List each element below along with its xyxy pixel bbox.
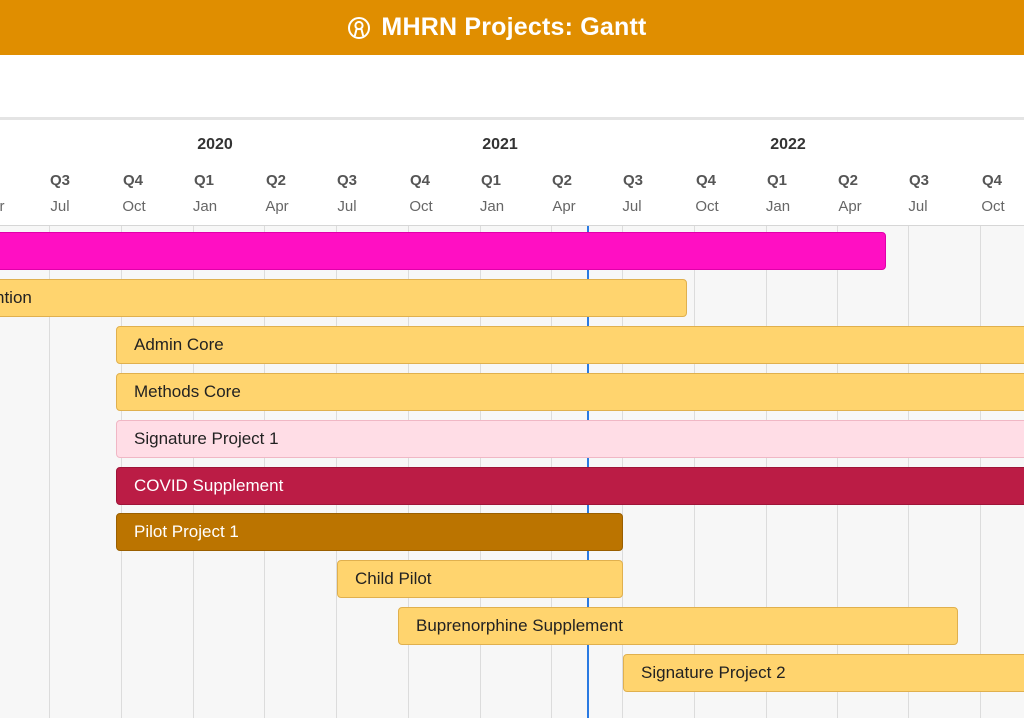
gantt-bar-label: Buprenorphine Supplement <box>416 616 623 635</box>
gantt-bar-label: Pilot Project 1 <box>134 522 239 541</box>
year-label: 2021 <box>482 136 518 153</box>
gantt-bar[interactable]: ntion <box>0 279 687 317</box>
month-label: Oct <box>695 198 719 215</box>
year-label: 2020 <box>197 136 233 153</box>
gantt-bar-label: Admin Core <box>134 335 224 354</box>
gantt-bar-label: COVID Supplement <box>134 476 284 495</box>
month-label: Jan <box>479 198 505 215</box>
page-title: MHRN Projects: Gantt <box>381 13 647 41</box>
grid-line <box>49 226 50 718</box>
gantt-bar-label: ntion <box>0 288 32 307</box>
gantt-bar-label: Signature Project 2 <box>641 663 786 682</box>
month-label: Jul <box>337 198 357 215</box>
user-circle-icon <box>347 16 371 40</box>
quarter-label: Q3 <box>908 172 930 189</box>
gantt-bar[interactable]: Child Pilot <box>337 560 623 598</box>
gantt-chart-area: ntion Admin Core Methods Core Signature … <box>0 226 1024 718</box>
month-label: Apr <box>265 198 289 215</box>
gantt-bar[interactable]: Pilot Project 1 <box>116 513 623 551</box>
quarter-label: Q3 <box>622 172 644 189</box>
month-label: Apr <box>552 198 576 215</box>
gantt-bar-label: Methods Core <box>134 382 241 401</box>
toolbar-divider <box>0 117 1024 120</box>
gantt-bar-label: Child Pilot <box>355 569 432 588</box>
toolbar-area <box>0 55 1024 118</box>
quarter-label: Q4 <box>409 172 431 189</box>
gantt-bar[interactable]: Signature Project 2 <box>623 654 1024 692</box>
quarter-label: Q2 <box>551 172 573 189</box>
quarter-label: Q4 <box>695 172 717 189</box>
month-label: Oct <box>409 198 433 215</box>
month-label: Oct <box>122 198 146 215</box>
gantt-bar[interactable]: Admin Core <box>116 326 1024 364</box>
month-label: Jan <box>192 198 218 215</box>
quarter-label: Q4 <box>981 172 1003 189</box>
quarter-label: Q1 <box>766 172 788 189</box>
quarter-label: Q2 <box>837 172 859 189</box>
gantt-bar[interactable]: Methods Core <box>116 373 1024 411</box>
month-label: Oct <box>981 198 1005 215</box>
gantt-bar[interactable]: Buprenorphine Supplement <box>398 607 958 645</box>
quarter-label: Q3 <box>336 172 358 189</box>
gantt-bar-label: Signature Project 1 <box>134 429 279 448</box>
month-label: Jul <box>50 198 70 215</box>
quarter-label: Q1 <box>193 172 215 189</box>
month-label: Jul <box>622 198 642 215</box>
gantt-bar[interactable]: COVID Supplement <box>116 467 1024 505</box>
app-header: MHRN Projects: Gantt <box>0 0 1024 55</box>
quarter-label: Q4 <box>122 172 144 189</box>
month-label: Jan <box>765 198 791 215</box>
month-label: r <box>0 198 5 215</box>
month-label: Jul <box>908 198 928 215</box>
quarter-label: Q3 <box>49 172 71 189</box>
year-label: 2022 <box>770 136 806 153</box>
month-label: Apr <box>838 198 862 215</box>
gantt-bar[interactable] <box>0 232 886 270</box>
gantt-bar[interactable]: Signature Project 1 <box>116 420 1024 458</box>
quarter-label: Q2 <box>265 172 287 189</box>
timeline-header: 2020 2021 2022 Q3 Q4 Q1 Q2 Q3 Q4 Q1 Q2 Q… <box>0 120 1024 226</box>
header-title-group: MHRN Projects: Gantt <box>347 13 646 42</box>
quarter-label: Q1 <box>480 172 502 189</box>
